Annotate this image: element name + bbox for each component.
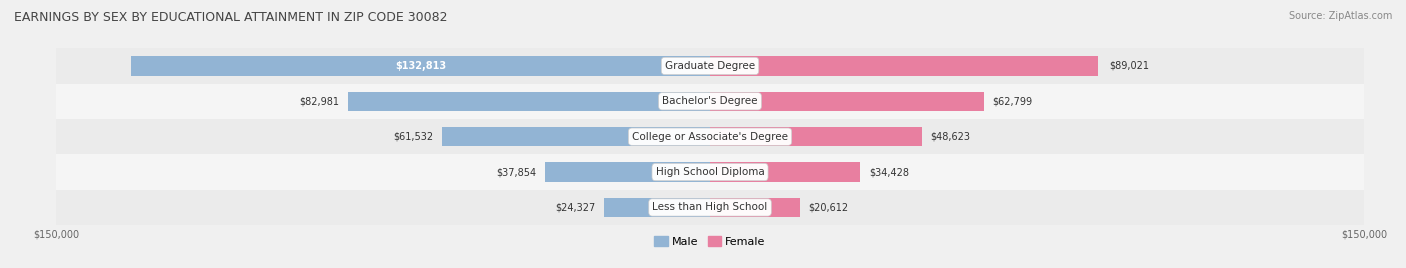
Text: $61,532: $61,532: [394, 132, 433, 142]
Text: $20,612: $20,612: [808, 202, 849, 213]
Text: High School Diploma: High School Diploma: [655, 167, 765, 177]
Text: $89,021: $89,021: [1109, 61, 1149, 71]
Legend: Male, Female: Male, Female: [650, 232, 770, 251]
Bar: [710, 198, 800, 217]
Bar: [349, 92, 710, 111]
Bar: [56, 154, 1364, 190]
Bar: [56, 190, 1364, 225]
Bar: [56, 48, 1364, 84]
Text: $132,813: $132,813: [395, 61, 446, 71]
Bar: [710, 127, 922, 146]
Text: $24,327: $24,327: [555, 202, 595, 213]
Text: Bachelor's Degree: Bachelor's Degree: [662, 96, 758, 106]
Bar: [56, 119, 1364, 154]
Text: Less than High School: Less than High School: [652, 202, 768, 213]
Bar: [710, 56, 1098, 76]
Bar: [441, 127, 710, 146]
Text: $34,428: $34,428: [869, 167, 908, 177]
Bar: [131, 56, 710, 76]
Bar: [546, 162, 710, 182]
Text: $82,981: $82,981: [299, 96, 340, 106]
Text: Graduate Degree: Graduate Degree: [665, 61, 755, 71]
Text: $62,799: $62,799: [993, 96, 1032, 106]
Bar: [605, 198, 710, 217]
Text: Source: ZipAtlas.com: Source: ZipAtlas.com: [1288, 11, 1392, 21]
Text: College or Associate's Degree: College or Associate's Degree: [633, 132, 787, 142]
Text: $37,854: $37,854: [496, 167, 536, 177]
Bar: [710, 92, 984, 111]
Text: $48,623: $48,623: [931, 132, 970, 142]
Bar: [710, 162, 860, 182]
Text: EARNINGS BY SEX BY EDUCATIONAL ATTAINMENT IN ZIP CODE 30082: EARNINGS BY SEX BY EDUCATIONAL ATTAINMEN…: [14, 11, 447, 24]
Bar: [56, 84, 1364, 119]
